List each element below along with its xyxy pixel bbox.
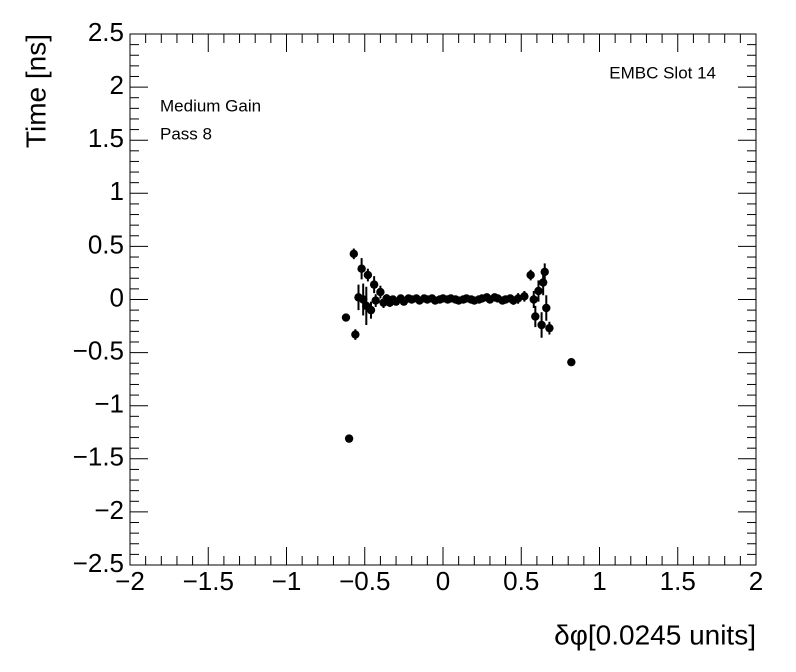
x-tick-label: −1.5 xyxy=(183,566,234,596)
point xyxy=(534,286,543,296)
x-tick-label: −0.5 xyxy=(339,566,390,596)
y-tick-label: −1.5 xyxy=(73,442,124,472)
point xyxy=(567,357,576,367)
annotation: Pass 8 xyxy=(160,124,212,143)
y-tick-label: −0.5 xyxy=(73,335,124,365)
x-tick-label: 1 xyxy=(592,566,606,596)
point xyxy=(349,249,358,259)
point xyxy=(366,305,376,315)
point xyxy=(520,292,529,301)
x-tick-label: 0.5 xyxy=(503,566,539,596)
x-tick-label: 0 xyxy=(436,566,450,596)
x-axis-title: δφ[0.0245 units] xyxy=(554,619,756,650)
point xyxy=(542,303,551,313)
y-tick-label: 2 xyxy=(110,70,124,100)
point xyxy=(529,295,538,304)
annotation: Medium Gain xyxy=(160,96,261,115)
x-tick-label: −1 xyxy=(272,566,302,596)
point xyxy=(371,296,380,305)
point xyxy=(357,264,366,273)
point xyxy=(358,295,368,304)
y-tick-label: −2 xyxy=(94,495,124,525)
y-tick-label: 0 xyxy=(110,282,124,312)
x-tick-label: 1.5 xyxy=(660,566,696,596)
point xyxy=(537,320,546,330)
point xyxy=(538,278,548,287)
point xyxy=(531,312,540,321)
point xyxy=(341,313,351,322)
point xyxy=(526,270,535,280)
point xyxy=(351,330,360,339)
x-tick-label: −2 xyxy=(115,566,145,596)
point xyxy=(545,323,554,333)
point xyxy=(540,267,549,277)
x-tick-label: 2 xyxy=(749,566,763,596)
point xyxy=(376,287,385,297)
y-tick-label: 0.5 xyxy=(88,229,124,259)
y-axis-title: Time [ns] xyxy=(20,34,51,148)
annotation: EMBC Slot 14 xyxy=(609,63,716,82)
point xyxy=(363,270,373,280)
y-tick-label: 1 xyxy=(110,176,124,206)
y-tick-label: 2.5 xyxy=(88,17,124,47)
point xyxy=(369,280,379,289)
y-tick-label: −1 xyxy=(94,389,124,419)
y-tick-label: −2.5 xyxy=(73,548,124,578)
point xyxy=(344,434,354,443)
y-tick-label: 1.5 xyxy=(88,123,124,153)
